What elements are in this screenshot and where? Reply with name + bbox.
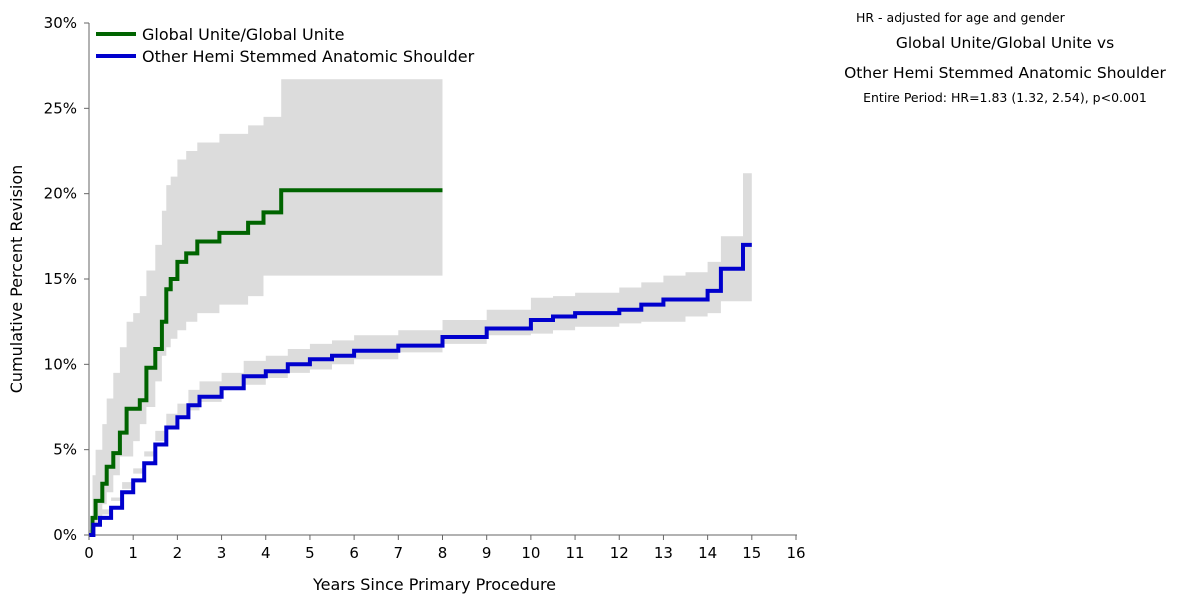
comparison-line-2: Other Hemi Stemmed Anatomic Shoulder <box>844 64 1166 82</box>
y-tick-label: 5% <box>53 441 77 459</box>
y-tick-label: 20% <box>44 185 77 203</box>
confidence-bands <box>89 79 752 536</box>
x-tick-label: 5 <box>305 544 315 562</box>
series-line-global-unite-global-unite <box>89 188 443 537</box>
x-tick-label: 4 <box>261 544 271 562</box>
hr-method-note: HR - adjusted for age and gender <box>856 10 1065 25</box>
x-tick-label: 6 <box>349 544 359 562</box>
x-tick-label: 12 <box>610 544 629 562</box>
y-tick-label: 0% <box>53 526 77 544</box>
legend: Global Unite/Global Unite Other Hemi Ste… <box>96 25 475 66</box>
x-tick-label: 11 <box>566 544 585 562</box>
x-axis-title: Years Since Primary Procedure <box>312 575 556 594</box>
x-tick-label: 13 <box>654 544 673 562</box>
x-tick-label: 16 <box>786 544 805 562</box>
series-lines <box>89 188 752 537</box>
x-tick-label: 14 <box>698 544 717 562</box>
ci-band-global-unite-global-unite <box>89 79 443 536</box>
x-tick-label: 7 <box>394 544 404 562</box>
hazard-ratio-annotation: HR - adjusted for age and gender Global … <box>820 8 1190 108</box>
y-tick-label: 30% <box>44 14 77 32</box>
tick-labels: 0 1 2 3 4 5 6 7 8 9 10 11 12 13 14 15 160%5%10%15%20%25%… <box>44 14 806 562</box>
x-tick-label: 8 <box>438 544 448 562</box>
x-tick-label: 10 <box>521 544 540 562</box>
legend-label-other-hemi: Other Hemi Stemmed Anatomic Shoulder <box>142 47 475 66</box>
comparison-line-1: Global Unite/Global Unite vs <box>895 34 1115 52</box>
series-line-other-hemi-stemmed-anatomic-shoulder <box>89 242 752 537</box>
x-tick-label: 2 <box>173 544 183 562</box>
y-tick-label: 15% <box>44 270 77 288</box>
x-tick-label: 3 <box>217 544 227 562</box>
hazard-ratio-statistic: Entire Period: HR=1.83 (1.32, 2.54), p<0… <box>863 90 1147 105</box>
y-tick-label: 10% <box>44 355 77 373</box>
chart-canvas: 0 1 2 3 4 5 6 7 8 9 10 11 12 13 14 15 160%5%10%15%20%25%… <box>7 14 806 594</box>
x-tick-label: 9 <box>482 544 492 562</box>
x-tick-label: 1 <box>128 544 138 562</box>
y-tick-label: 25% <box>44 99 77 117</box>
legend-label-global-unite: Global Unite/Global Unite <box>142 25 344 44</box>
x-tick-label: 15 <box>742 544 761 562</box>
x-tick-label: 0 <box>84 544 94 562</box>
y-axis-title: Cumulative Percent Revision <box>7 165 26 394</box>
